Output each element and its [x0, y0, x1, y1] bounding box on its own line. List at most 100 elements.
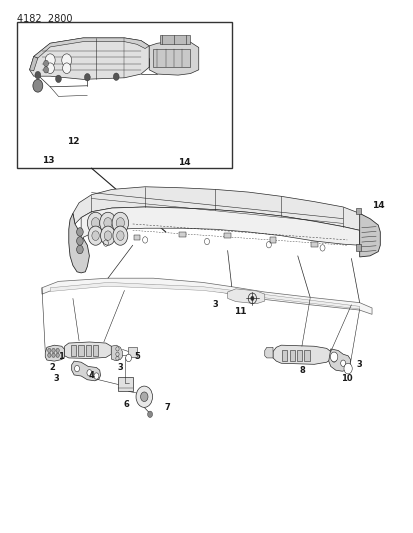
Polygon shape: [64, 342, 111, 359]
Circle shape: [55, 75, 61, 83]
Text: 5: 5: [133, 352, 140, 361]
Circle shape: [136, 386, 152, 407]
Circle shape: [43, 67, 48, 73]
Bar: [118, 376, 133, 391]
Circle shape: [112, 212, 128, 233]
Circle shape: [45, 54, 55, 67]
Bar: [71, 345, 76, 356]
Circle shape: [87, 369, 92, 376]
Bar: [93, 345, 98, 356]
Circle shape: [343, 364, 351, 374]
Bar: [289, 350, 294, 361]
Circle shape: [331, 356, 336, 362]
Bar: [153, 49, 190, 67]
Bar: [281, 350, 287, 361]
Circle shape: [91, 217, 100, 228]
Circle shape: [76, 237, 83, 245]
Text: 14: 14: [178, 158, 190, 167]
Polygon shape: [272, 345, 330, 365]
Bar: [356, 208, 361, 214]
Text: 10: 10: [341, 374, 352, 383]
Bar: [356, 244, 361, 251]
Bar: [85, 345, 91, 356]
Circle shape: [147, 411, 152, 417]
Bar: [224, 233, 230, 238]
Text: 3: 3: [53, 374, 59, 383]
Polygon shape: [264, 348, 272, 358]
Polygon shape: [71, 361, 100, 381]
Polygon shape: [29, 56, 38, 71]
Bar: [78, 345, 83, 356]
Circle shape: [345, 365, 350, 370]
Bar: [104, 238, 111, 244]
Circle shape: [116, 217, 124, 228]
Circle shape: [113, 226, 128, 245]
Text: 4: 4: [88, 371, 94, 380]
Circle shape: [47, 353, 51, 358]
Circle shape: [76, 228, 83, 236]
Polygon shape: [227, 289, 264, 304]
Text: 11: 11: [233, 307, 246, 316]
Circle shape: [100, 212, 116, 233]
Circle shape: [126, 354, 131, 362]
Polygon shape: [73, 187, 369, 230]
Bar: [133, 235, 140, 240]
Polygon shape: [328, 349, 350, 371]
Bar: [178, 232, 185, 237]
Circle shape: [140, 392, 147, 401]
Circle shape: [62, 54, 71, 67]
Polygon shape: [81, 207, 359, 245]
Text: 3: 3: [212, 300, 218, 309]
Polygon shape: [29, 38, 149, 79]
Circle shape: [250, 296, 254, 301]
Text: 1: 1: [57, 352, 63, 361]
Bar: [296, 350, 301, 361]
Circle shape: [52, 353, 55, 358]
Polygon shape: [50, 282, 359, 309]
Bar: [304, 350, 309, 361]
Polygon shape: [359, 213, 380, 257]
Bar: [159, 35, 190, 44]
Circle shape: [46, 63, 54, 74]
Circle shape: [52, 349, 55, 353]
Text: 2: 2: [49, 363, 55, 372]
Circle shape: [33, 79, 43, 92]
Circle shape: [113, 73, 119, 80]
Circle shape: [87, 212, 104, 233]
Circle shape: [340, 360, 345, 367]
Circle shape: [43, 60, 48, 67]
Circle shape: [330, 352, 337, 362]
Circle shape: [94, 373, 99, 379]
Text: 3: 3: [117, 363, 123, 372]
Circle shape: [76, 245, 83, 254]
Circle shape: [88, 226, 103, 245]
Polygon shape: [33, 38, 149, 58]
Circle shape: [92, 231, 99, 240]
Text: 13: 13: [42, 156, 54, 165]
Text: 6: 6: [123, 400, 129, 409]
Circle shape: [35, 71, 40, 79]
Circle shape: [100, 226, 115, 245]
Bar: [17, 22, 231, 168]
Polygon shape: [149, 41, 198, 75]
Circle shape: [62, 63, 71, 74]
Text: 12: 12: [66, 137, 79, 146]
Polygon shape: [69, 213, 89, 273]
Text: 7: 7: [164, 403, 170, 412]
Text: 14: 14: [371, 201, 384, 210]
Circle shape: [84, 74, 90, 81]
Circle shape: [56, 349, 59, 353]
Text: 4182  2800: 4182 2800: [17, 14, 73, 24]
Bar: [310, 241, 317, 247]
Circle shape: [56, 353, 59, 358]
Polygon shape: [45, 345, 64, 361]
Circle shape: [47, 349, 51, 353]
Circle shape: [104, 217, 112, 228]
Circle shape: [104, 231, 112, 240]
Circle shape: [74, 366, 79, 372]
Polygon shape: [42, 278, 371, 314]
Text: 8: 8: [298, 366, 304, 375]
Polygon shape: [111, 345, 122, 361]
Circle shape: [116, 231, 124, 240]
Bar: [269, 237, 275, 243]
